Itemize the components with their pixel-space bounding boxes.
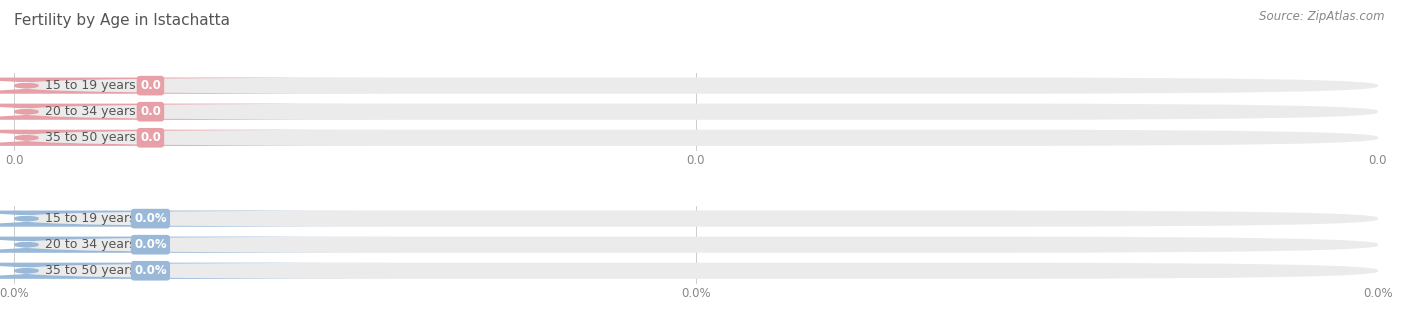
FancyBboxPatch shape: [0, 130, 395, 146]
FancyBboxPatch shape: [14, 263, 1378, 279]
Text: 35 to 50 years: 35 to 50 years: [45, 131, 136, 144]
Text: Fertility by Age in Istachatta: Fertility by Age in Istachatta: [14, 13, 231, 28]
Text: 0.0: 0.0: [141, 79, 160, 92]
Text: 35 to 50 years: 35 to 50 years: [45, 264, 136, 277]
FancyBboxPatch shape: [14, 78, 1378, 94]
Text: 0.0: 0.0: [141, 105, 160, 118]
Text: 0.0%: 0.0%: [134, 264, 167, 277]
Text: 0.0%: 0.0%: [134, 212, 167, 225]
Text: Source: ZipAtlas.com: Source: ZipAtlas.com: [1260, 10, 1385, 23]
Text: 15 to 19 years: 15 to 19 years: [45, 79, 136, 92]
FancyBboxPatch shape: [14, 211, 1378, 227]
Text: 20 to 34 years: 20 to 34 years: [45, 105, 136, 118]
FancyBboxPatch shape: [14, 237, 1378, 253]
FancyBboxPatch shape: [0, 263, 395, 279]
Text: 0.0: 0.0: [141, 131, 160, 144]
FancyBboxPatch shape: [0, 211, 395, 227]
FancyBboxPatch shape: [0, 104, 395, 120]
FancyBboxPatch shape: [14, 104, 1378, 120]
FancyBboxPatch shape: [0, 237, 395, 253]
FancyBboxPatch shape: [0, 78, 395, 94]
Text: 20 to 34 years: 20 to 34 years: [45, 238, 136, 251]
Text: 15 to 19 years: 15 to 19 years: [45, 212, 136, 225]
FancyBboxPatch shape: [14, 130, 1378, 146]
Text: 0.0%: 0.0%: [134, 238, 167, 251]
